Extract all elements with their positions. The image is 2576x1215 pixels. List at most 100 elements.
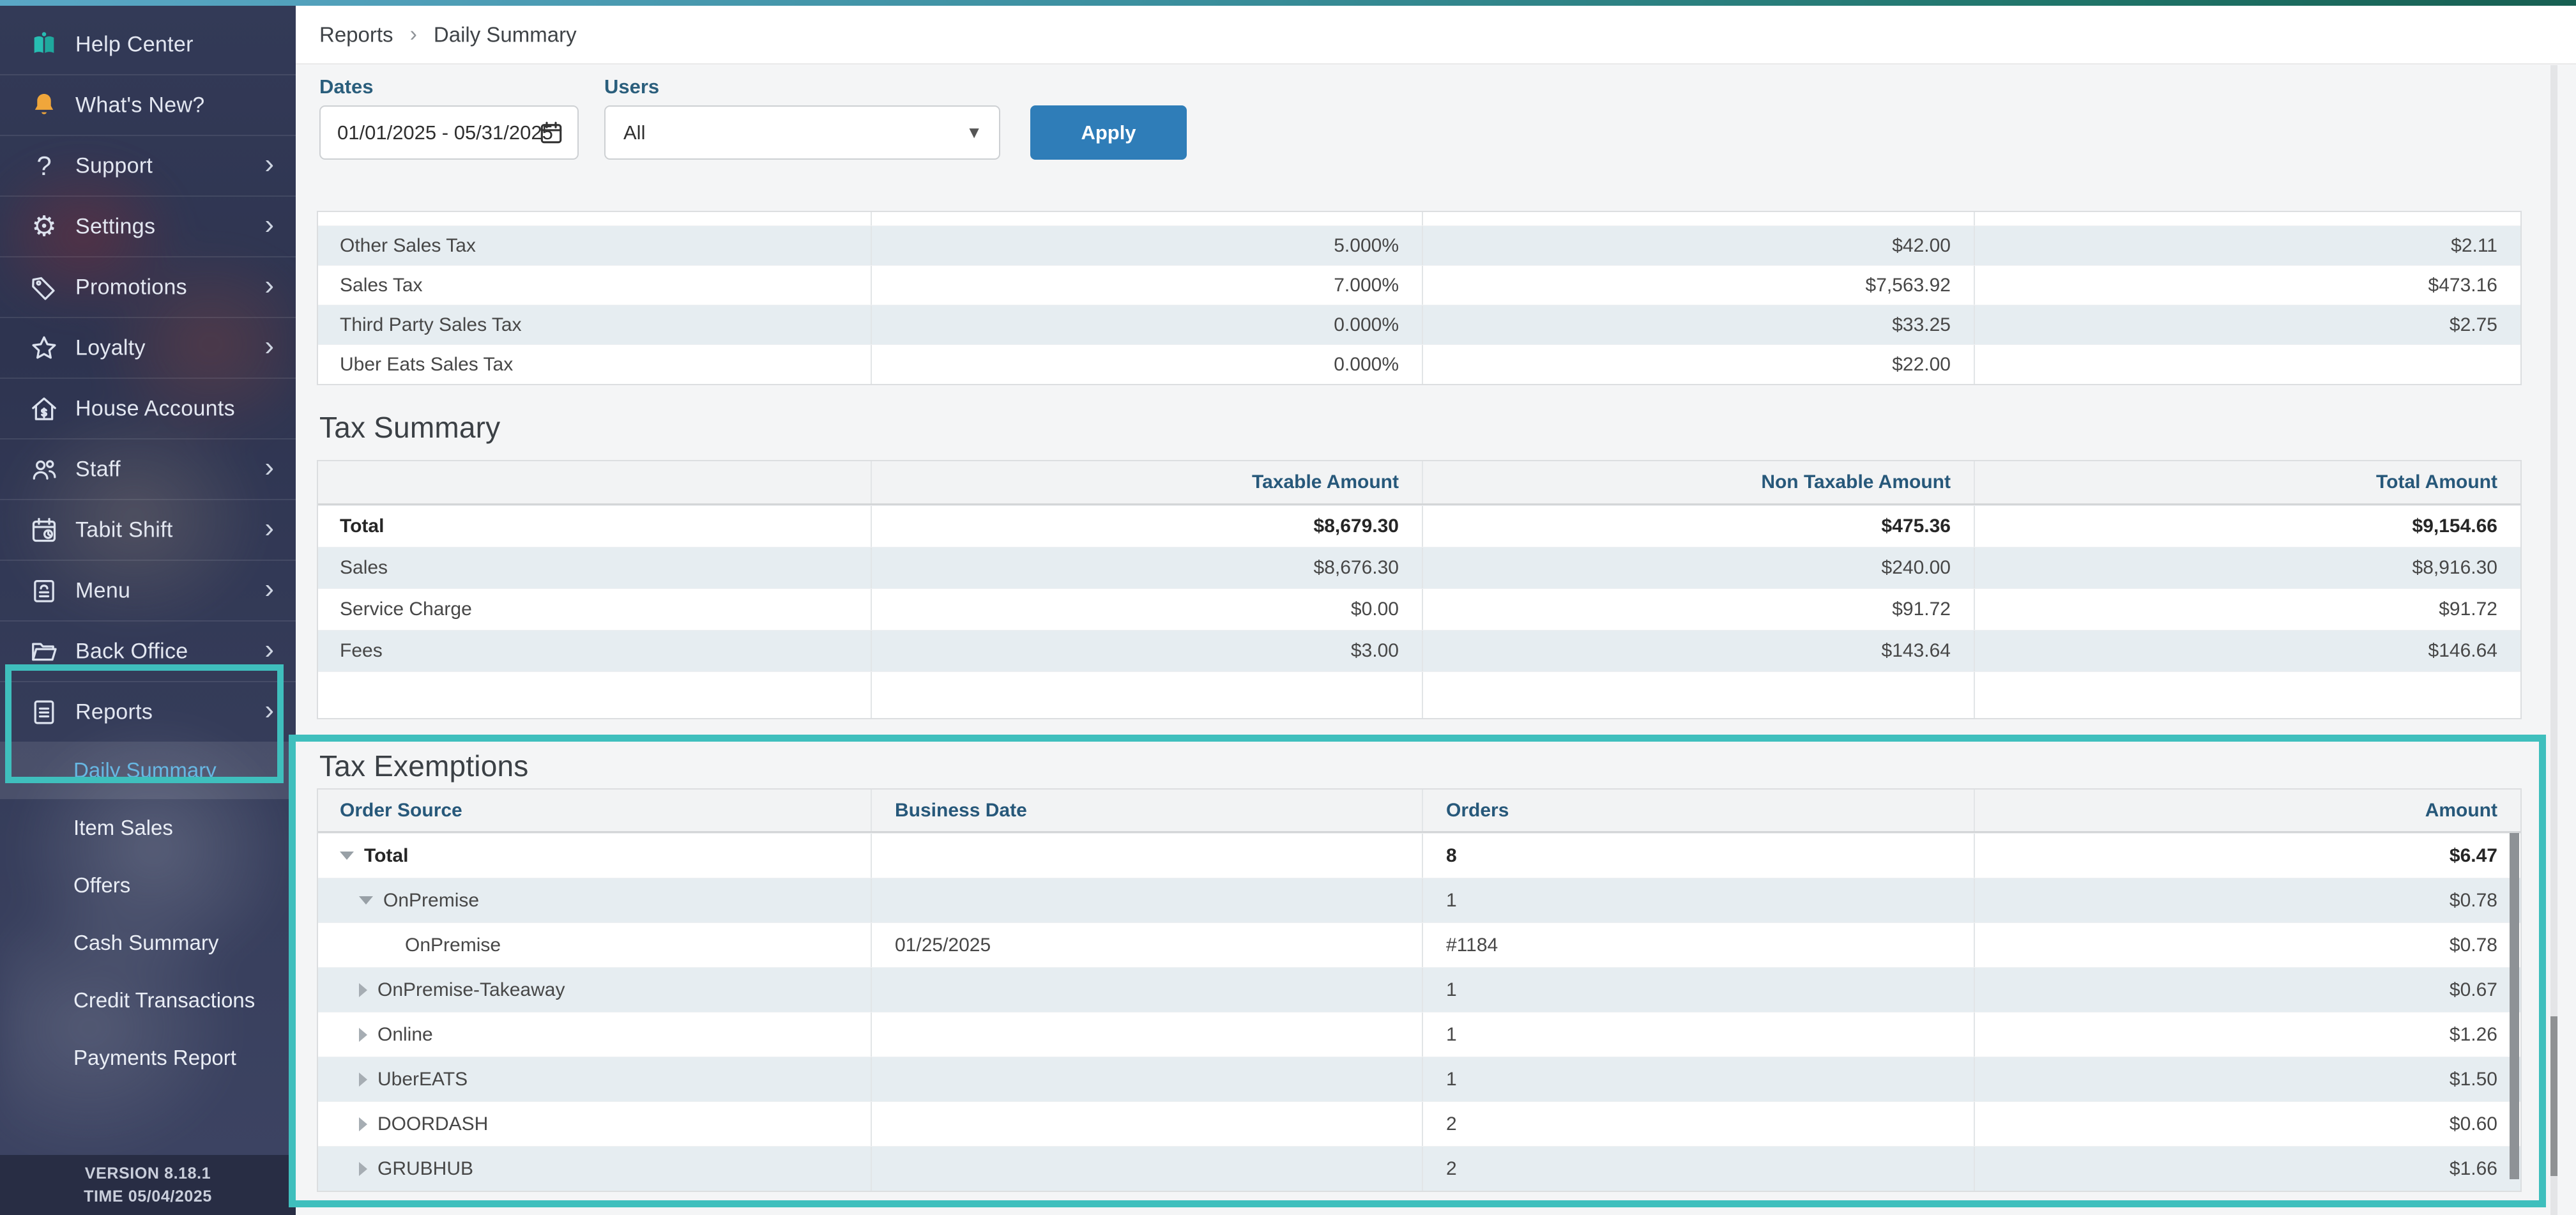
expand-arrow[interactable]: [359, 1117, 367, 1131]
amount-cell: $1.50: [1975, 1057, 2520, 1101]
table-row: GRUBHUB 2$1.66: [318, 1146, 2520, 1191]
menu-board-icon: [28, 575, 60, 607]
tax-amount-cell: $473.16: [1975, 266, 2520, 305]
expand-arrow[interactable]: [359, 1028, 367, 1042]
orders-cell: 1: [1423, 1057, 1975, 1101]
sidebar-item-settings[interactable]: ⚙Settings›: [0, 195, 296, 256]
column-header-order-source: Order Source: [318, 790, 872, 831]
date-range-input[interactable]: 01/01/2025 - 05/31/2025: [319, 105, 579, 160]
breadcrumb-parent[interactable]: Reports: [319, 22, 393, 47]
sidebar-item-label: Tabit Shift: [75, 517, 173, 542]
rate-cell: 5.000%: [872, 226, 1423, 265]
column-header-amount: Amount: [1975, 790, 2520, 831]
amount-cell: $0.78: [1975, 878, 2520, 922]
order-source-cell: GRUBHUB: [318, 1147, 872, 1191]
chevron-right-icon: ›: [264, 694, 274, 726]
apply-button[interactable]: Apply: [1030, 105, 1187, 160]
column-header: [318, 461, 872, 503]
sidebar-item-help-center[interactable]: Help Center: [0, 15, 296, 74]
sidebar-item-menu[interactable]: Menu›: [0, 560, 296, 620]
non-taxable-amount-cell: $91.72: [1423, 589, 1975, 630]
table-row: Sales$8,676.30$240.00$8,916.30: [318, 547, 2520, 588]
tax-summary-title: Tax Summary: [319, 410, 500, 445]
sidebar-item-house-accounts[interactable]: House Accounts: [0, 378, 296, 438]
table-row: Other Sales Tax5.000%$42.00$2.11: [318, 225, 2520, 265]
sidebar-item-what-s-new[interactable]: What's New?: [0, 74, 296, 135]
orders-cell: 1: [1423, 878, 1975, 922]
non-taxable-amount-cell: $475.36: [1423, 506, 1975, 547]
orders-cell: #1184: [1423, 923, 1975, 967]
table-row: Uber Eats Sales Tax0.000%$22.00: [318, 344, 2520, 384]
sidebar-item-back-office[interactable]: Back Office›: [0, 620, 296, 681]
bell-icon: [28, 89, 60, 121]
sidebar-item-promotions[interactable]: Promotions ›: [0, 256, 296, 317]
orders-cell: 2: [1423, 1147, 1975, 1191]
business-date-cell: [872, 878, 1423, 922]
sidebar-subitem-cash-summary[interactable]: Cash Summary: [0, 914, 296, 972]
sidebar-subitem-daily-summary[interactable]: Daily Summary: [0, 742, 296, 799]
chevron-right-icon: ›: [264, 330, 274, 362]
version-label: VERSION 8.18.1: [85, 1165, 211, 1183]
order-name-cell: [318, 212, 872, 225]
sidebar-subitem-label: Item Sales: [73, 816, 173, 840]
tax-name-cell: Sales Tax: [318, 266, 872, 305]
taxable-cell: [1423, 212, 1975, 225]
table-row: UberEATS1$1.50: [318, 1057, 2520, 1101]
rate-cell: [872, 212, 1423, 225]
order-source-cell: Online: [318, 1012, 872, 1057]
chevron-right-icon: ›: [264, 634, 274, 666]
sidebar-menu: Help CenterWhat's New??Support›⚙Settings…: [0, 15, 296, 1087]
column-header-total-amount: Total Amount: [1975, 461, 2520, 503]
table-row: Sales Tax7.000%$7,563.92$473.16: [318, 265, 2520, 305]
page-header: Reports › Daily Summary: [296, 6, 2576, 65]
time-label: TIME 05/04/2025: [84, 1188, 212, 1206]
row-label-cell: Service Charge: [318, 589, 872, 630]
orders-cell: 8: [1423, 834, 1975, 878]
sidebar-subitem-offers[interactable]: Offers: [0, 857, 296, 914]
expand-arrow[interactable]: [359, 1162, 367, 1176]
tax-summary-table: Taxable AmountNon Taxable AmountTotal Am…: [317, 460, 2522, 719]
row-label-cell: Total: [318, 506, 872, 547]
taxable-amount-cell: $7,563.92: [1423, 266, 1975, 305]
sidebar-subitem-credit-transactions[interactable]: Credit Transactions: [0, 972, 296, 1029]
amount-cell: $1.66: [1975, 1147, 2520, 1191]
sidebar-item-label: Reports: [75, 699, 153, 724]
users-select[interactable]: All ▼: [604, 105, 1000, 160]
amount-cell: $0.60: [1975, 1102, 2520, 1146]
gear-icon: ⚙: [28, 211, 60, 243]
sidebar-item-support[interactable]: ?Support›: [0, 135, 296, 195]
collapse-arrow[interactable]: [359, 896, 373, 905]
sidebar-item-label: Promotions: [75, 275, 187, 300]
tag-icon: [28, 271, 60, 303]
chevron-right-icon: ›: [264, 270, 274, 302]
sidebar-item-loyalty[interactable]: Loyalty›: [0, 317, 296, 378]
table-row: [318, 671, 2520, 718]
taxable-amount-cell: $0.00: [872, 589, 1423, 630]
page-scrollbar-thumb[interactable]: [2550, 1016, 2557, 1176]
table-row: Third Party Sales Tax0.000%$33.25$2.75: [318, 305, 2520, 344]
order-source-cell: OnPremise: [318, 923, 872, 967]
calendar-icon[interactable]: [538, 119, 565, 146]
table-row: Fees$3.00$143.64$146.64: [318, 630, 2520, 671]
taxable-amount-cell: $8,676.30: [872, 547, 1423, 588]
expand-arrow[interactable]: [359, 1073, 367, 1087]
orders-cell: 1: [1423, 1012, 1975, 1057]
order-source-cell: DOORDASH: [318, 1102, 872, 1146]
sidebar-item-reports[interactable]: Reports ›: [0, 681, 296, 742]
expand-arrow[interactable]: [359, 983, 367, 997]
sidebar-item-staff[interactable]: Staff›: [0, 438, 296, 499]
taxable-amount-cell: $22.00: [1423, 345, 1975, 384]
total-amount-cell: $91.72: [1975, 589, 2520, 630]
taxable-amount-cell: $33.25: [1423, 305, 1975, 344]
sidebar-item-tabit-shift[interactable]: Tabit Shift›: [0, 499, 296, 560]
report-doc-icon: [28, 696, 60, 728]
tax-exemptions-table: Order SourceBusiness DateOrdersAmountTot…: [317, 788, 2522, 1192]
star-icon: [28, 332, 60, 364]
breadcrumb-separator: ›: [410, 22, 417, 47]
column-header-taxable-amount: Taxable Amount: [872, 461, 1423, 503]
collapse-arrow[interactable]: [340, 852, 354, 860]
sidebar-subitem-item-sales[interactable]: Item Sales: [0, 799, 296, 857]
total-amount-cell: $146.64: [1975, 630, 2520, 671]
table-scrollbar-thumb[interactable]: [2510, 833, 2519, 1179]
sidebar-subitem-payments-report[interactable]: Payments Report: [0, 1029, 296, 1087]
